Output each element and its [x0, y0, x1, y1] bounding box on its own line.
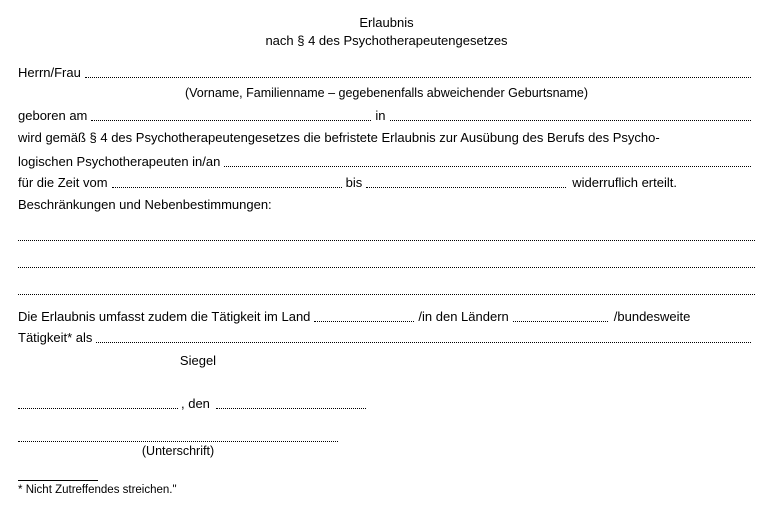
label-widerruflich: widerruflich erteilt.	[572, 175, 677, 190]
label-taetigkeit-als: Tätigkeit* als	[18, 330, 92, 345]
field-taetigkeit-als[interactable]	[96, 330, 751, 343]
label-bundesweite: /bundesweite	[614, 309, 691, 324]
document-title-block: Erlaubnis nach § 4 des Psychotherapeuten…	[18, 14, 755, 49]
label-den: , den	[181, 396, 210, 411]
footnote-text: Nicht Zutreffendes streichen."	[26, 484, 177, 496]
field-laender[interactable]	[513, 309, 608, 322]
label-geboren-am: geboren am	[18, 108, 87, 123]
label-siegel: Siegel	[98, 353, 298, 368]
field-beschraenkung-1[interactable]	[18, 229, 755, 242]
label-beschraenkungen: Beschränkungen und Nebenbestimmungen:	[18, 196, 755, 215]
row-taetigkeit-als: Tätigkeit* als	[18, 330, 755, 345]
footnote-separator	[18, 480, 98, 481]
label-herrn-frau: Herrn/Frau	[18, 65, 81, 80]
caption-name: (Vorname, Familienname – gegebenenfalls …	[18, 86, 755, 100]
caption-unterschrift: (Unterschrift)	[18, 444, 338, 458]
label-in: in	[375, 108, 385, 123]
field-unterschrift[interactable]	[18, 429, 338, 442]
field-zeit-bis[interactable]	[366, 175, 566, 188]
title-line-2: nach § 4 des Psychotherapeutengesetzes	[18, 32, 755, 50]
label-erlaubnis-umfasst: Die Erlaubnis umfasst zudem die Tätigkei…	[18, 309, 310, 324]
grant-text-line2: logischen Psychotherapeuten in/an	[18, 154, 220, 169]
field-in-an[interactable]	[224, 154, 751, 167]
footnote: * Nicht Zutreffendes streichen."	[18, 484, 755, 496]
label-in-den-laendern: /in den Ländern	[418, 309, 508, 324]
field-name[interactable]	[85, 65, 751, 78]
row-erlaubnis-umfasst: Die Erlaubnis umfasst zudem die Tätigkei…	[18, 309, 755, 324]
field-ort[interactable]	[18, 396, 178, 409]
row-geboren: geboren am in	[18, 108, 755, 123]
field-geboren-am[interactable]	[91, 108, 371, 121]
label-zeit-vom: für die Zeit vom	[18, 175, 108, 190]
field-datum[interactable]	[216, 396, 366, 409]
row-ort-datum: , den	[18, 396, 755, 411]
footnote-marker: *	[18, 484, 22, 496]
grant-text-line1: wird gemäß § 4 des Psychotherapeutengese…	[18, 129, 755, 148]
field-land[interactable]	[314, 309, 414, 322]
label-bis: bis	[346, 175, 363, 190]
field-zeit-vom[interactable]	[112, 175, 342, 188]
title-line-1: Erlaubnis	[18, 14, 755, 32]
row-in-an: logischen Psychotherapeuten in/an	[18, 154, 755, 169]
field-geboren-in[interactable]	[390, 108, 751, 121]
row-zeit: für die Zeit vom bis widerruflich erteil…	[18, 175, 755, 190]
field-beschraenkung-2[interactable]	[18, 255, 755, 268]
field-beschraenkung-3[interactable]	[18, 282, 755, 295]
signature-block: (Unterschrift)	[18, 429, 755, 458]
row-name: Herrn/Frau	[18, 65, 755, 80]
